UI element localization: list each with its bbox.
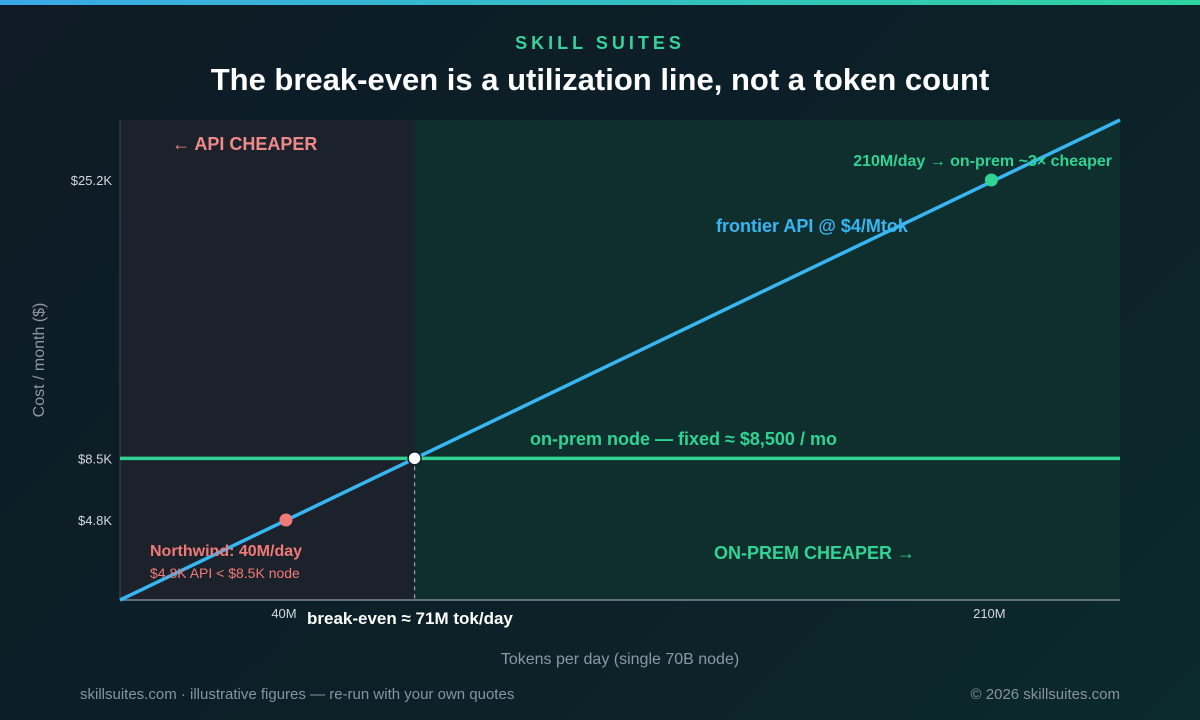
x-axis-title: Tokens per day (single 70B node) xyxy=(501,651,739,668)
top-accent-bar xyxy=(0,0,1200,5)
northwind-detail: $4.8K API < $8.5K node xyxy=(150,565,300,581)
y-tick-label: $8.5K xyxy=(78,451,112,466)
page-title: The break-even is a utilization line, no… xyxy=(210,62,990,97)
onprem-series-label: on-prem node — fixed ≈ $8,500 / mo xyxy=(530,429,837,449)
y-tick-label: $25.2K xyxy=(71,173,113,188)
api-cheaper-region xyxy=(120,120,415,600)
high-volume-label: 210M/day → on-prem ~3× cheaper xyxy=(853,153,1112,170)
api-series-label: frontier API @ $4/Mtok xyxy=(716,216,909,236)
x-tick-labels: 40M 210M xyxy=(271,606,1005,621)
high-volume-point xyxy=(984,173,998,187)
y-axis-title: Cost / month ($) xyxy=(31,303,48,418)
break-even-point xyxy=(407,451,422,466)
y-tick-labels: $4.8K $8.5K $25.2K xyxy=(71,173,113,528)
footer-copyright: © 2026 skillsuites.com xyxy=(970,686,1120,703)
footer-note: skillsuites.com · illustrative figures —… xyxy=(80,686,515,703)
brand-name: SKILL SUITES xyxy=(515,33,685,53)
onprem-cheaper-region xyxy=(414,120,1120,600)
api-cheaper-label: ← API CHEAPER xyxy=(172,134,317,154)
y-tick-label: $4.8K xyxy=(78,513,112,528)
onprem-cheaper-label: ON-PREM CHEAPER → xyxy=(714,543,915,563)
x-tick-label: 210M xyxy=(973,606,1006,621)
break-even-label: break-even ≈ 71M tok/day xyxy=(307,609,513,628)
northwind-point xyxy=(279,513,293,527)
x-tick-label: 40M xyxy=(271,606,296,621)
northwind-label: Northwind: 40M/day xyxy=(150,543,302,560)
